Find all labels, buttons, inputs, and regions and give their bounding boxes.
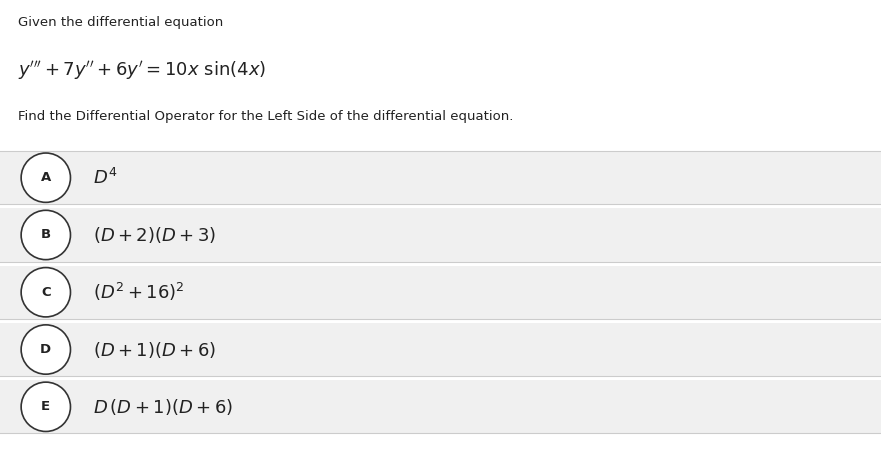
Ellipse shape [21, 153, 70, 202]
FancyBboxPatch shape [0, 266, 881, 319]
Text: $D^4$: $D^4$ [93, 168, 117, 188]
FancyBboxPatch shape [0, 151, 881, 204]
Ellipse shape [21, 325, 70, 374]
Text: A: A [41, 171, 51, 184]
Text: Find the Differential Operator for the Left Side of the differential equation.: Find the Differential Operator for the L… [18, 110, 513, 124]
Text: D: D [41, 343, 51, 356]
Text: C: C [41, 286, 50, 299]
Ellipse shape [21, 210, 70, 260]
Ellipse shape [21, 267, 70, 317]
Ellipse shape [21, 382, 70, 432]
Text: $(D + 1)(D + 6)$: $(D + 1)(D + 6)$ [93, 340, 216, 359]
Text: $(D^2 + 16)^2$: $(D^2 + 16)^2$ [93, 281, 184, 304]
Text: $y''' + 7y'' + 6y' = 10x\ \sin\!\left(4x\right)$: $y''' + 7y'' + 6y' = 10x\ \sin\!\left(4x… [18, 59, 266, 82]
FancyBboxPatch shape [0, 323, 881, 376]
Text: $D\,(D + 1)(D + 6)$: $D\,(D + 1)(D + 6)$ [93, 397, 233, 417]
FancyBboxPatch shape [0, 380, 881, 433]
Text: B: B [41, 229, 51, 241]
Text: E: E [41, 400, 50, 413]
Text: $(D + 2)(D + 3)$: $(D + 2)(D + 3)$ [93, 225, 216, 245]
Text: Given the differential equation: Given the differential equation [18, 16, 223, 29]
FancyBboxPatch shape [0, 208, 881, 262]
